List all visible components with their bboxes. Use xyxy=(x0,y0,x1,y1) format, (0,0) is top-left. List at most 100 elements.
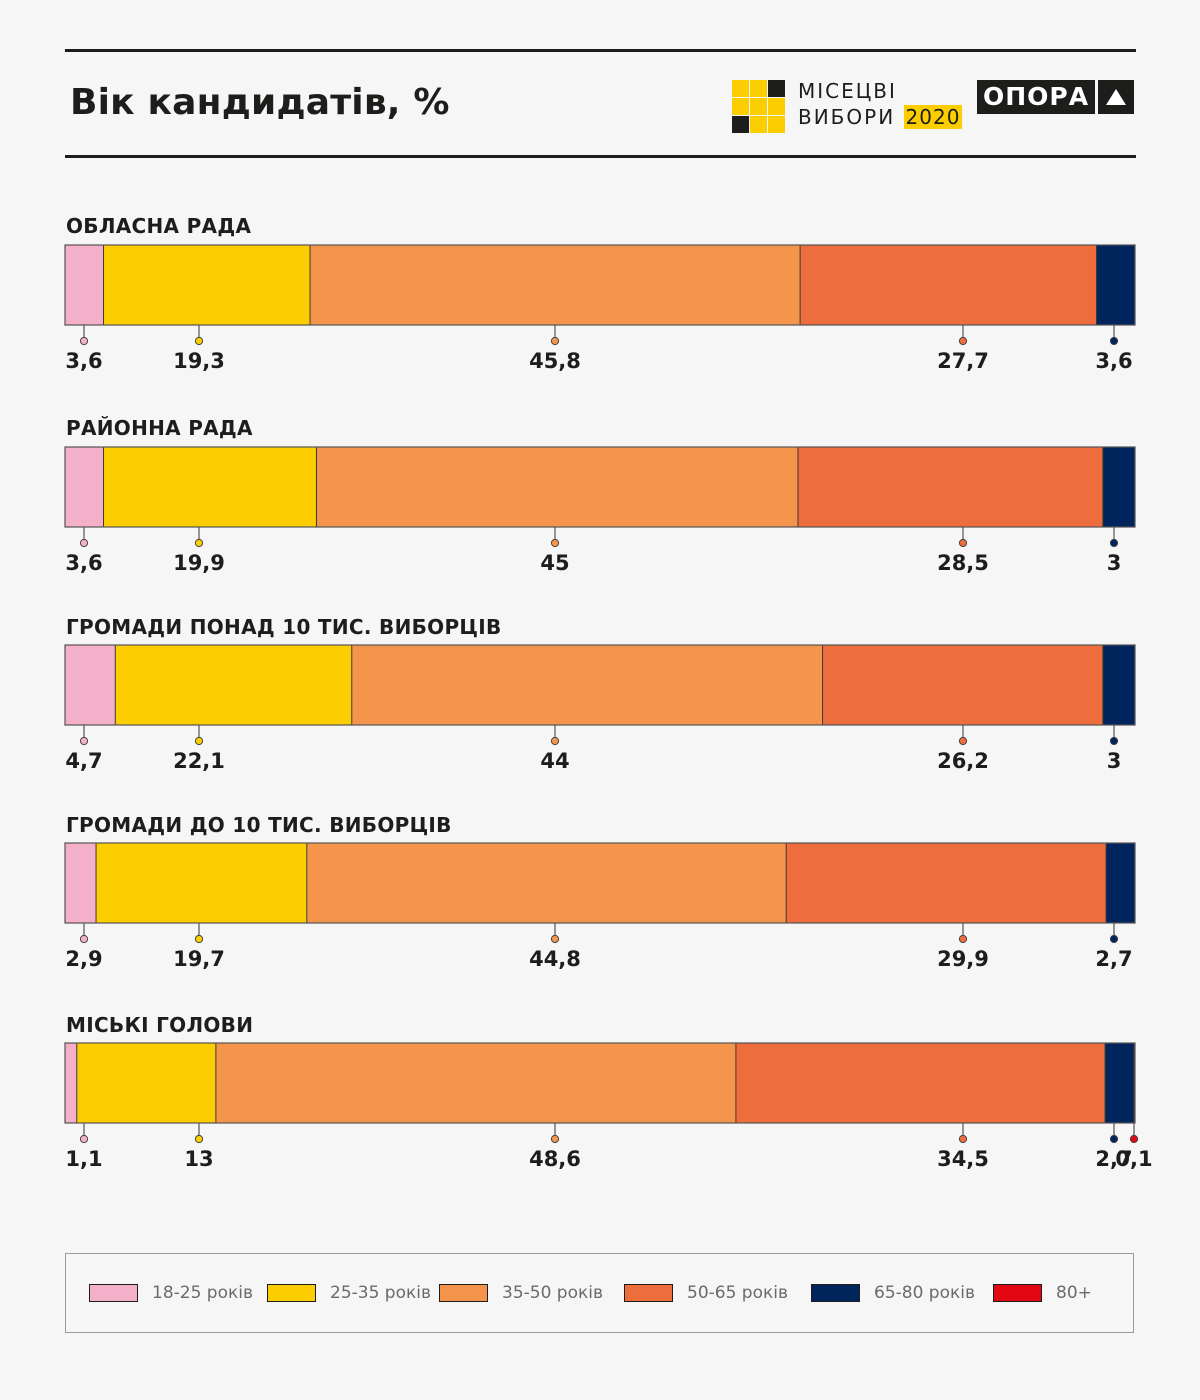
data-label: 19,3 xyxy=(173,349,225,373)
data-label: 34,5 xyxy=(937,1147,989,1171)
row-title: ОБЛАСНА РАДА xyxy=(66,214,252,238)
logo-year: 2020 xyxy=(903,105,963,129)
legend-item: 50-65 років xyxy=(624,1283,788,1303)
bar-segment xyxy=(800,245,1097,325)
data-label: 27,7 xyxy=(937,349,989,373)
leader-dot xyxy=(550,736,560,746)
bar-segment xyxy=(786,843,1107,923)
data-label: 45,8 xyxy=(529,349,581,373)
leader-dot xyxy=(79,736,89,746)
bar-segment xyxy=(1096,245,1135,325)
legend-swatch xyxy=(89,1284,138,1302)
legend-label: 65-80 років xyxy=(874,1283,976,1303)
bar-segment xyxy=(1105,1043,1134,1123)
opora-wordmark: ОПОРА xyxy=(977,80,1096,114)
top-rule xyxy=(65,49,1136,52)
legend-swatch xyxy=(624,1284,673,1302)
legend-item: 25-35 років xyxy=(267,1283,431,1303)
opora-logo: ОПОРА xyxy=(977,80,1135,114)
leader-dot xyxy=(958,934,968,944)
legend-label: 35-50 років xyxy=(502,1283,604,1303)
leader-dot xyxy=(550,934,560,944)
triangle-icon xyxy=(1098,80,1135,114)
bar-segment xyxy=(65,843,97,923)
bar-segment xyxy=(76,1043,216,1123)
legend-label: 18-25 років xyxy=(152,1283,254,1303)
bar-segment xyxy=(115,645,352,725)
bar-segment xyxy=(306,843,787,923)
data-label: 2,9 xyxy=(65,947,102,971)
chart-title: Вік кандидатів, % xyxy=(70,82,450,123)
legend-swatch xyxy=(993,1284,1042,1302)
legend-swatch xyxy=(439,1284,488,1302)
data-label: 44 xyxy=(540,749,569,773)
data-label: 44,8 xyxy=(529,947,581,971)
bar-segment xyxy=(797,447,1103,527)
bar-outline xyxy=(64,1042,1136,1124)
leader-dot xyxy=(550,538,560,548)
bar-segment xyxy=(310,245,801,325)
leader-dot xyxy=(958,336,968,346)
row-title: ГРОМАДИ ДО 10 ТИС. ВИБОРЦІВ xyxy=(66,813,452,837)
bar-segment xyxy=(65,1043,77,1123)
leader-dot xyxy=(1109,336,1119,346)
legend-item: 80+ xyxy=(993,1283,1092,1303)
data-label: 3 xyxy=(1107,551,1122,575)
data-label: 3 xyxy=(1107,749,1122,773)
data-label: 28,5 xyxy=(937,551,989,575)
data-label: 2,7 xyxy=(1095,1147,1132,1171)
logo-grid-icon xyxy=(732,80,786,134)
bar-segment xyxy=(316,447,798,527)
legend-item: 65-80 років xyxy=(811,1283,975,1303)
data-label: 3,6 xyxy=(1095,349,1132,373)
leader-dot xyxy=(1109,736,1119,746)
leader-dot xyxy=(550,1134,560,1144)
leader-dot xyxy=(958,1134,968,1144)
data-label: 45 xyxy=(540,551,569,575)
logo-line1: МІСЕЦВІ xyxy=(798,79,897,103)
bar-segment xyxy=(822,645,1103,725)
bar-segment xyxy=(215,1043,736,1123)
bar-segment xyxy=(1106,843,1135,923)
row-title: ГРОМАДИ ПОНАД 10 ТИС. ВИБОРЦІВ xyxy=(66,615,502,639)
bar-segment xyxy=(351,645,823,725)
leader-dot xyxy=(79,1134,89,1144)
leader-dot xyxy=(550,336,560,346)
legend-item: 35-50 років xyxy=(439,1283,603,1303)
data-label: 4,7 xyxy=(65,749,102,773)
leader-dot xyxy=(79,336,89,346)
data-label: 1,1 xyxy=(65,1147,102,1171)
data-label: 2,7 xyxy=(1095,947,1132,971)
data-label: 26,2 xyxy=(937,749,989,773)
data-label: 19,7 xyxy=(173,947,225,971)
leader-dot xyxy=(1109,1134,1119,1144)
row-title: РАЙОННА РАДА xyxy=(66,416,253,440)
data-label: 19,9 xyxy=(173,551,225,575)
data-label: 13 xyxy=(184,1147,213,1171)
leader-dot xyxy=(194,336,204,346)
data-label: 29,9 xyxy=(937,947,989,971)
bar-segment xyxy=(65,447,104,527)
leader-dot xyxy=(958,736,968,746)
legend: 18-25 років 25-35 років 35-50 років 50-6… xyxy=(65,1253,1134,1333)
leader-dot xyxy=(194,538,204,548)
row-title: МІСЬКІ ГОЛОВИ xyxy=(66,1013,254,1037)
legend-label: 25-35 років xyxy=(330,1283,432,1303)
leader-dot xyxy=(1109,934,1119,944)
leader-dot xyxy=(194,736,204,746)
bar-segment xyxy=(65,245,104,325)
data-label: 48,6 xyxy=(529,1147,581,1171)
leader-dot xyxy=(79,538,89,548)
stacked-bar-chart: 3,6 19,3 45,8 27,7 3,6 3,6 19,9 45 28,5 3 4,7 22,1 4… xyxy=(64,244,1153,1171)
legend-label: 80+ xyxy=(1056,1283,1092,1303)
bar-outline xyxy=(64,244,1136,326)
legend-swatch xyxy=(267,1284,316,1302)
leader-dot xyxy=(194,934,204,944)
leader-dot xyxy=(958,538,968,548)
bar-outline xyxy=(64,446,1136,528)
data-label: 3,6 xyxy=(65,551,102,575)
bar-outline xyxy=(64,644,1136,726)
data-label: 0,1 xyxy=(1115,1147,1152,1171)
leader-dot xyxy=(79,934,89,944)
bar-segment xyxy=(65,645,116,725)
